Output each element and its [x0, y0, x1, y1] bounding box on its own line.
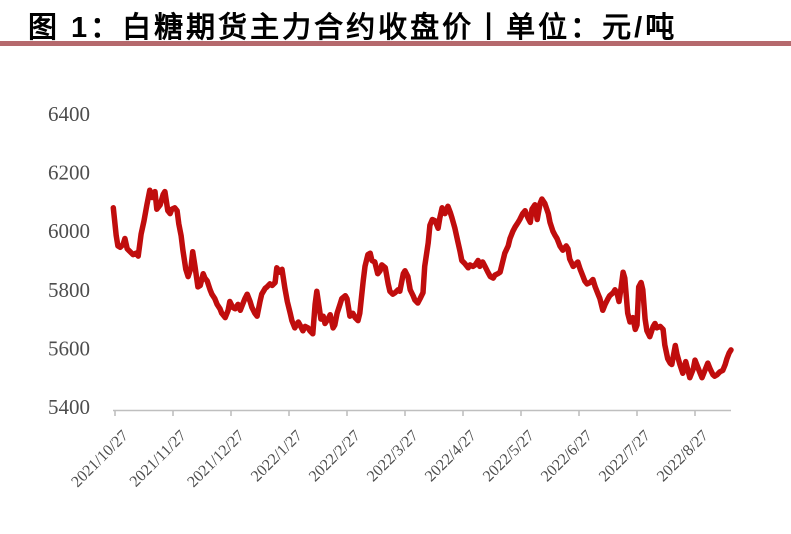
x-axis-label: 2022/7/27: [596, 427, 654, 485]
x-axis-label: 2022/1/27: [248, 427, 306, 485]
y-axis-label: 6200: [48, 161, 90, 185]
title-underline: [0, 41, 791, 46]
x-axis-label: 2022/5/27: [480, 427, 538, 485]
y-axis-label: 6400: [48, 102, 90, 126]
x-axis-label: 2022/6/27: [538, 427, 596, 485]
y-axis-label: 6000: [48, 219, 90, 243]
figure-title: 图 1：白糖期货主力合约收盘价丨单位：元/吨: [28, 12, 678, 44]
x-axis-label: 2022/8/27: [654, 427, 712, 485]
y-axis-label: 5800: [48, 278, 90, 302]
x-axis-label: 2022/4/27: [422, 427, 480, 485]
x-axis-label: 2021/12/27: [184, 427, 248, 491]
x-axis-label: 2022/3/27: [364, 427, 422, 485]
x-axis-label: 2021/10/27: [68, 427, 132, 491]
price-line-series: [110, 187, 734, 381]
x-axis-label: 2022/2/27: [306, 427, 364, 485]
y-axis-label: 5600: [48, 336, 90, 360]
y-axis-label: 5400: [48, 395, 90, 419]
x-axis-label: 2021/11/27: [127, 427, 190, 490]
